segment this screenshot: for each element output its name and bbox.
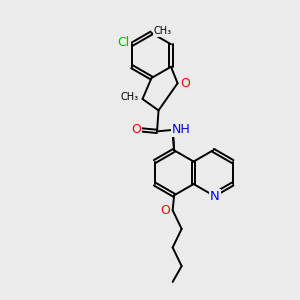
Text: CH₃: CH₃ <box>121 92 139 103</box>
Text: O: O <box>160 204 170 217</box>
Text: O: O <box>180 77 190 90</box>
Text: O: O <box>131 123 141 136</box>
Text: NH: NH <box>172 123 190 136</box>
Text: Cl: Cl <box>118 36 130 49</box>
Text: CH₃: CH₃ <box>154 26 172 37</box>
Text: N: N <box>210 190 220 203</box>
